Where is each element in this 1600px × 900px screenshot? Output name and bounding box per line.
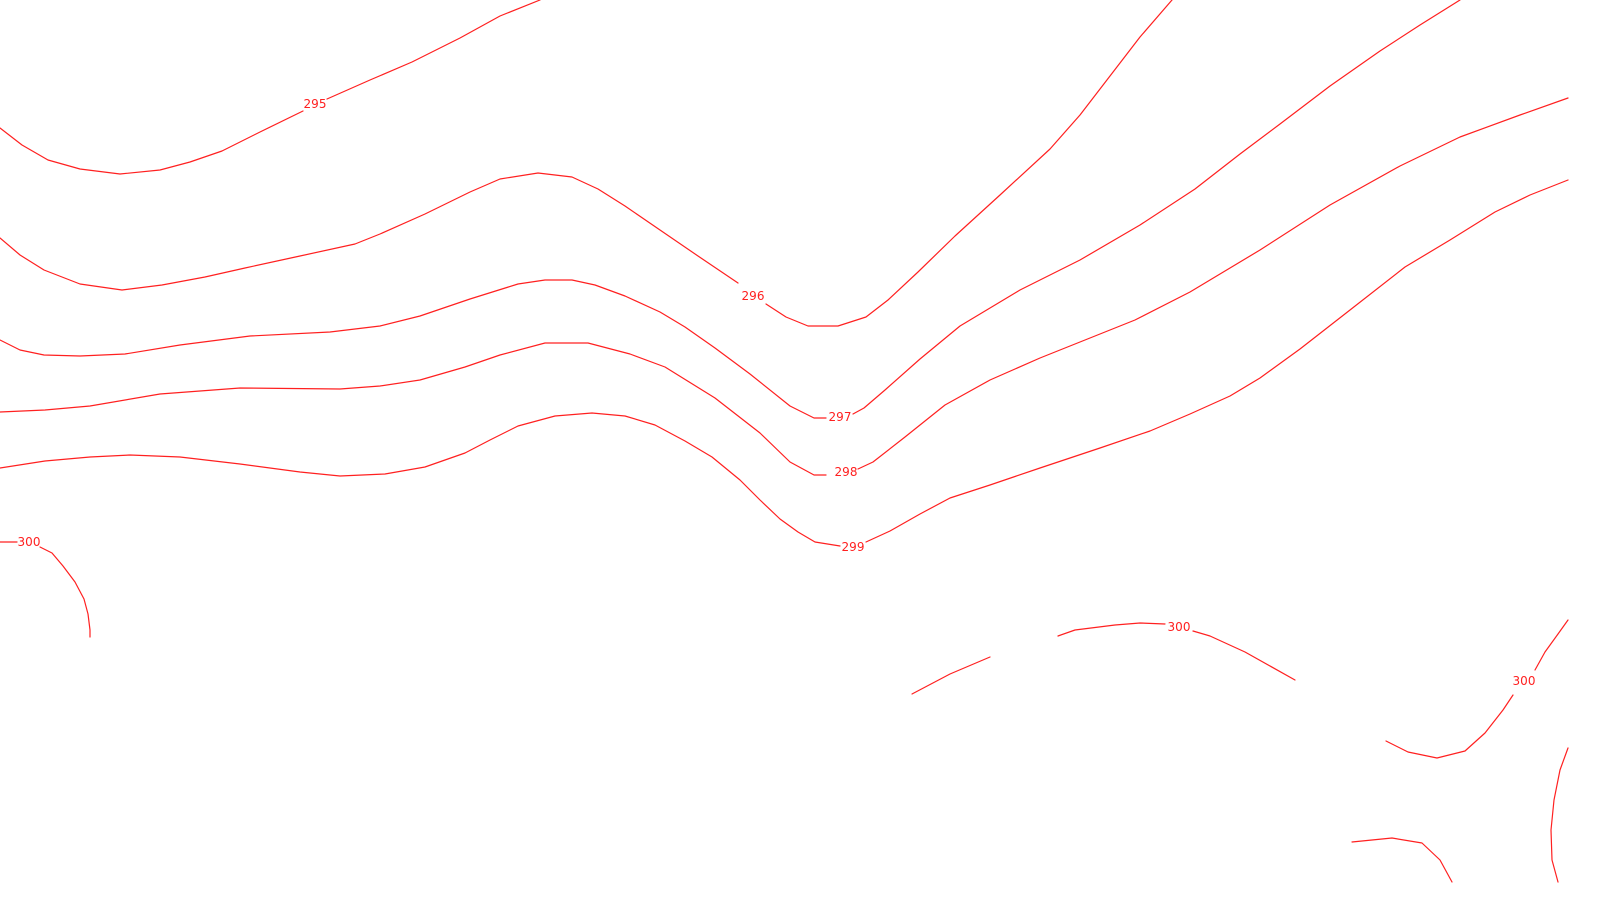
contour-298: 298 <box>0 97 1569 479</box>
contour-line-295-a <box>0 110 304 175</box>
contour-line-300-bottom-right <box>1550 747 1569 883</box>
contour-line-299-b <box>865 179 1569 543</box>
contour-line-300-mid-c <box>1192 630 1296 681</box>
contour-300: 300 300 300 <box>0 535 1569 883</box>
contour-line-298-b <box>857 97 1569 470</box>
contour-label-299: 299 <box>842 540 865 554</box>
contour-line-300-mid-b <box>1057 622 1166 637</box>
contour-label-300-right: 300 <box>1513 674 1536 688</box>
contour-line-300-mid-a <box>911 656 991 695</box>
contour-label-296: 296 <box>742 289 765 303</box>
contour-296: 296 <box>0 0 1173 327</box>
contour-line-300-right-b <box>1534 619 1569 671</box>
contour-line-295-b <box>326 0 541 100</box>
contour-label-300-mid: 300 <box>1168 620 1191 634</box>
contour-line-300-left-b <box>39 546 91 638</box>
contour-label-297: 297 <box>829 410 852 424</box>
contour-line-297-a <box>0 279 827 419</box>
contour-line-296-b <box>765 0 1173 327</box>
contour-line-298-a <box>0 342 827 476</box>
contour-line-296-a <box>0 172 739 291</box>
contour-label-295: 295 <box>304 97 327 111</box>
contour-line-297-b <box>852 0 1461 415</box>
contour-line-300-right-a <box>1385 694 1514 759</box>
contour-299: 299 <box>0 179 1569 554</box>
contour-295: 295 <box>0 0 541 175</box>
contour-label-298: 298 <box>835 465 858 479</box>
contour-297: 297 <box>0 0 1461 424</box>
contour-label-300-left: 300 <box>18 535 41 549</box>
contour-line-299-a <box>0 412 841 547</box>
contour-line-300-bottom <box>1351 837 1453 883</box>
